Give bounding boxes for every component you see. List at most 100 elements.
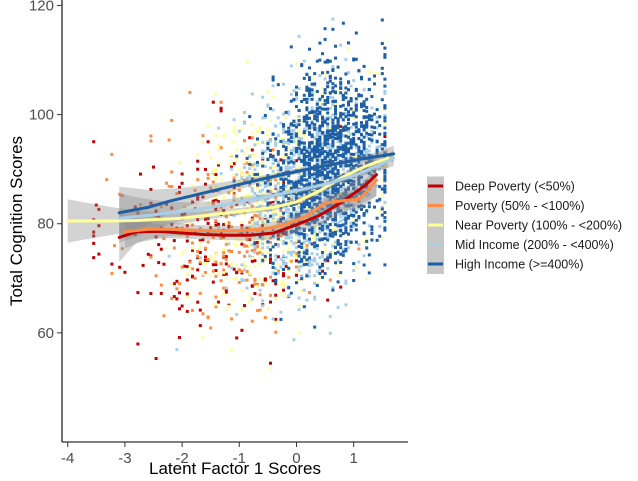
- scatter-point: [284, 177, 288, 181]
- scatter-point: [313, 174, 317, 178]
- scatter-point: [308, 151, 311, 155]
- scatter-point: [266, 158, 270, 161]
- scatter-point: [196, 167, 200, 171]
- scatter-point: [230, 162, 233, 166]
- scatter-point: [188, 266, 192, 270]
- scatter-point: [297, 87, 301, 90]
- scatter-point: [308, 89, 311, 93]
- scatter-point: [328, 152, 332, 156]
- scatter-point: [256, 241, 259, 244]
- scatter-point: [300, 289, 304, 293]
- scatter-point: [243, 262, 246, 265]
- scatter-point: [313, 117, 317, 121]
- scatter-point: [326, 215, 330, 219]
- scatter-point: [292, 191, 296, 195]
- scatter-point: [313, 82, 317, 86]
- scatter-point: [206, 150, 210, 154]
- scatter-point: [341, 196, 345, 200]
- scatter-point: [92, 140, 96, 144]
- scatter-point: [349, 125, 353, 129]
- scatter-point: [380, 98, 384, 102]
- scatter-point: [183, 212, 187, 216]
- scatter-point: [237, 231, 241, 235]
- scatter-point: [274, 185, 278, 189]
- scatter-point: [300, 277, 304, 281]
- scatter-point: [370, 133, 374, 137]
- scatter-point: [237, 188, 241, 192]
- scatter-point: [313, 230, 317, 234]
- scatter-point: [222, 251, 226, 255]
- scatter-point: [263, 214, 267, 218]
- scatter-point: [357, 178, 361, 182]
- scatter-point: [302, 174, 306, 178]
- scatter-point: [295, 273, 298, 277]
- scatter-point: [263, 236, 267, 240]
- scatter-point: [357, 128, 361, 132]
- scatter-point: [310, 190, 314, 194]
- scatter-point: [302, 130, 306, 134]
- scatter-point: [198, 241, 202, 245]
- scatter-point: [279, 257, 283, 261]
- scatter-point: [308, 196, 311, 200]
- scatter-point: [266, 174, 270, 178]
- scatter-point: [315, 112, 319, 116]
- scatter-point: [315, 262, 319, 266]
- scatter-point: [297, 265, 301, 269]
- scatter-point: [354, 125, 358, 129]
- scatter-point: [354, 97, 358, 101]
- scatter-point: [133, 233, 137, 237]
- scatter-point: [302, 184, 306, 188]
- scatter-point: [248, 184, 252, 188]
- scatter-point: [271, 265, 275, 269]
- scatter-point: [282, 284, 285, 288]
- scatter-point: [211, 235, 215, 239]
- scatter-point: [323, 120, 327, 124]
- scatter-point: [383, 55, 387, 59]
- scatter-point: [334, 198, 337, 202]
- scatter-point: [274, 258, 278, 262]
- scatter-point: [287, 247, 291, 251]
- scatter-point: [347, 135, 350, 139]
- scatter-point: [302, 171, 306, 175]
- scatter-point: [305, 244, 309, 248]
- scatter-point: [206, 201, 210, 205]
- scatter-point: [321, 264, 324, 268]
- scatter-point: [365, 162, 369, 165]
- scatter-point: [209, 255, 213, 258]
- scatter-point: [354, 223, 358, 227]
- scatter-point: [339, 129, 343, 133]
- scatter-point: [326, 166, 330, 170]
- scatter-point: [310, 148, 314, 152]
- scatter-point: [279, 181, 283, 185]
- scatter-point: [295, 265, 298, 269]
- scatter-point: [336, 221, 340, 225]
- scatter-point: [383, 114, 387, 117]
- scatter-point: [315, 158, 319, 162]
- scatter-point: [214, 263, 218, 267]
- scatter-point: [284, 168, 288, 172]
- scatter-point: [326, 267, 330, 271]
- scatter-point: [271, 78, 275, 82]
- scatter-point: [240, 176, 244, 180]
- scatter-point: [328, 106, 332, 110]
- scatter-point: [204, 255, 207, 259]
- scatter-point: [263, 279, 267, 282]
- scatter-point: [305, 185, 309, 188]
- scatter-point: [224, 277, 228, 280]
- scatter-point: [318, 238, 322, 242]
- scatter-point: [305, 100, 309, 104]
- scatter-point: [263, 258, 267, 262]
- scatter-point: [341, 134, 345, 138]
- scatter-point: [328, 229, 332, 232]
- scatter-point: [305, 155, 309, 158]
- scatter-point: [308, 170, 311, 174]
- scatter-point: [198, 324, 202, 328]
- scatter-point: [349, 97, 353, 100]
- scatter-point: [349, 179, 353, 183]
- scatter-point: [313, 325, 317, 329]
- scatter-point: [302, 201, 306, 205]
- scatter-point: [334, 116, 337, 120]
- scatter-point: [196, 218, 200, 222]
- scatter-point: [323, 102, 327, 106]
- scatter-point: [165, 202, 168, 206]
